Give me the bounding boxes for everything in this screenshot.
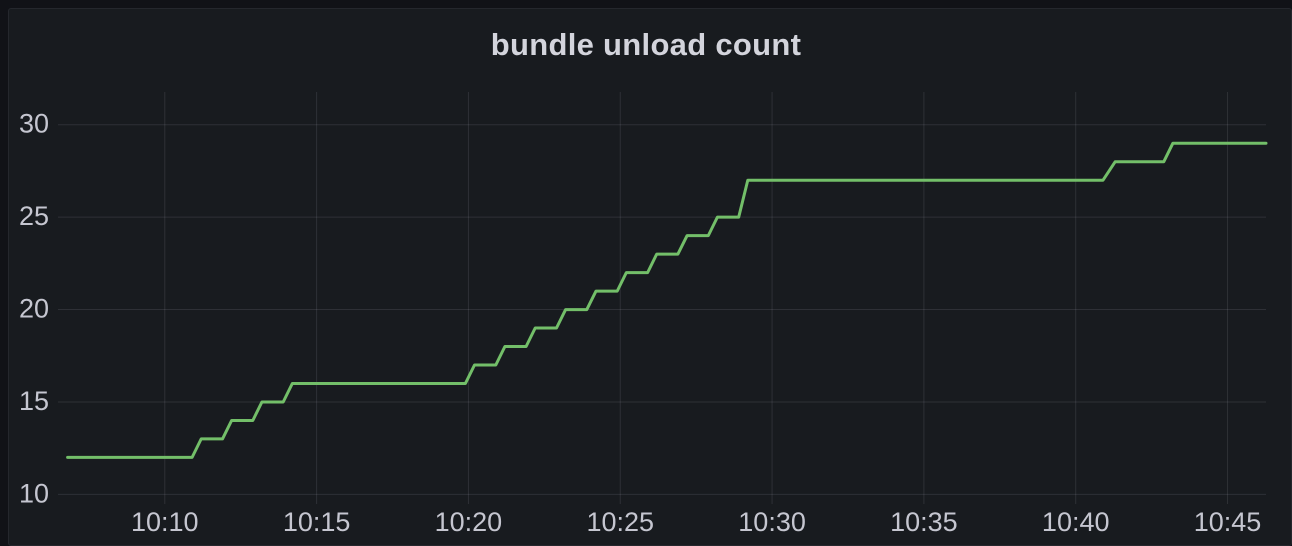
x-tick-label: 10:20 bbox=[435, 507, 503, 537]
y-tick-label: 10 bbox=[19, 478, 49, 508]
x-tick-label: 10:10 bbox=[131, 507, 199, 537]
timeseries-panel: bundle unload count bbox=[8, 8, 1292, 546]
series-line bbox=[66, 141, 1268, 459]
x-tick-label: 10:45 bbox=[1194, 507, 1262, 537]
x-tick-label: 10:35 bbox=[890, 507, 958, 537]
y-tick-label: 25 bbox=[19, 201, 49, 231]
y-tick-label: 30 bbox=[19, 109, 49, 139]
y-tick-label: 20 bbox=[19, 294, 49, 324]
x-tick-label: 10:30 bbox=[738, 507, 806, 537]
x-tick-label: 10:15 bbox=[283, 507, 351, 537]
x-tick-label: 10:25 bbox=[586, 507, 654, 537]
x-tick-label: 10:40 bbox=[1042, 507, 1110, 537]
panel-title[interactable]: bundle unload count bbox=[490, 27, 802, 62]
y-tick-label: 15 bbox=[19, 386, 49, 416]
